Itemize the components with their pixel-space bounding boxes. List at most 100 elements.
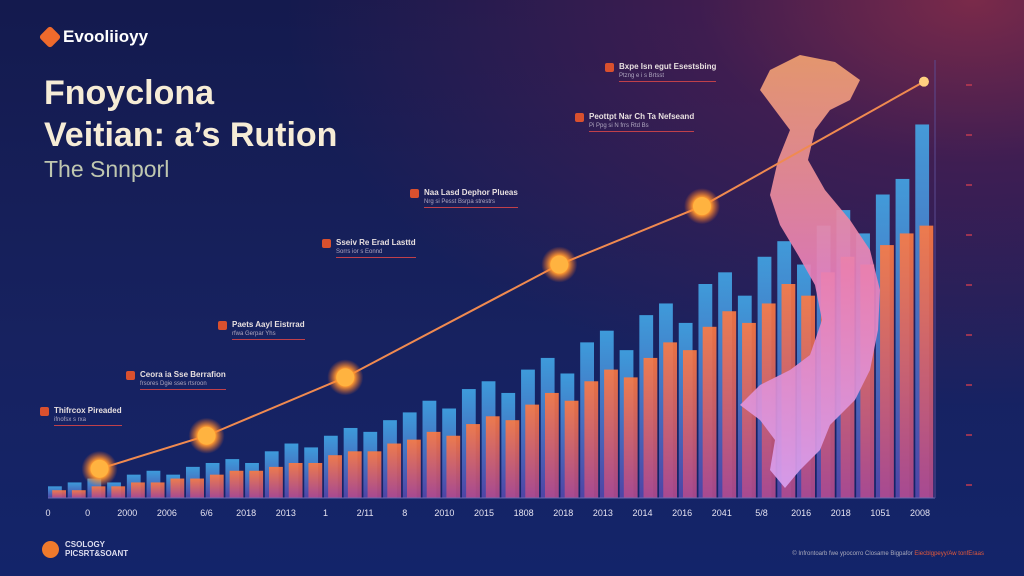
annotation-title: Ceora ia Sse Berrafion [140, 370, 226, 379]
bar [328, 455, 342, 498]
annotation: Sseiv Re Erad Lasttd Sorrs ior s Eonnd [322, 238, 416, 258]
footer-logo: CSOLOGY PICSRT&SOANT [42, 540, 128, 558]
bar [347, 451, 362, 498]
bar [190, 478, 204, 498]
subtitle: The Snnporl [44, 156, 170, 182]
x-tick-label: 2016 [791, 508, 812, 518]
annotation-icon [575, 113, 584, 122]
footer-logo-icon [42, 540, 59, 558]
bar [446, 435, 461, 498]
trend-node [693, 197, 711, 216]
bar [288, 462, 303, 498]
trend-end-spark [918, 76, 929, 87]
x-tick-label: 0 [45, 508, 51, 518]
trend-nodes [81, 76, 929, 487]
title-line-2: Veitian: a’s Rution [44, 116, 338, 154]
annotation-icon [605, 63, 614, 72]
x-tick-label: 2006 [156, 508, 177, 518]
annotation-sub: Ptzng e i s Brtsst [619, 73, 717, 82]
bar [919, 225, 934, 499]
x-tick-label: 2000 [117, 508, 138, 518]
bar [426, 431, 441, 498]
footer-line-1: CSOLOGY [65, 540, 106, 549]
annotation-title: Sseiv Re Erad Lasttd [336, 238, 416, 247]
annotation: Thifrcox Pireaded ifnofsx s rxa [40, 406, 122, 426]
annotation-icon [218, 321, 227, 330]
x-tick-label: 2010 [434, 508, 455, 518]
bar [407, 439, 421, 498]
trend-node [550, 255, 569, 274]
bar [170, 478, 185, 498]
x-tick-label: 2008 [909, 508, 931, 518]
bar [367, 451, 382, 498]
bar [71, 490, 86, 498]
bar [544, 392, 559, 498]
annotation-icon [126, 371, 135, 380]
annotation-sub: Nrg si Pesst Bsrpa strestrs [424, 199, 518, 208]
bar [308, 462, 323, 498]
x-tick-label: 2013 [275, 508, 296, 518]
annotation-title: Peottpt Nar Ch Ta Nefseand [589, 112, 695, 121]
brand-logo-icon [38, 25, 62, 49]
x-tick-label: 2018 [553, 508, 574, 518]
x-tick-label: 1 [322, 508, 328, 518]
annotation-sub: rfwa Gerpar Yhs [232, 331, 305, 340]
x-tick-label: 2015 [473, 508, 495, 518]
bar [150, 482, 165, 498]
bar [682, 350, 697, 498]
annotation-sub: Pi Ppg si N frrs Rtd Bs [589, 123, 695, 132]
x-tick-label: 2014 [632, 508, 653, 518]
annotation: Bxpe Isn egut Esestsbing Ptzng e i s Brts… [605, 62, 717, 82]
bar [466, 424, 480, 498]
bar [52, 490, 66, 498]
x-tick-label: 2013 [592, 508, 613, 518]
bar [564, 400, 579, 498]
x-tick-label: 5/8 [755, 508, 768, 518]
credit-prefix: © Infrontoarb fwe ypocorro Closame Bigpa… [792, 551, 913, 557]
right-axis-ticks [966, 84, 972, 486]
annotation-sub: frsores Dgie sses rtsroon [140, 381, 226, 390]
bar-series-orange [52, 225, 934, 499]
bar [899, 233, 914, 498]
annotation-sub: Sorrs ior s Eonnd [336, 249, 416, 258]
annotation: Peottpt Nar Ch Ta Nefseand Pi Ppg si N fr… [575, 112, 695, 132]
trend-line [99, 80, 925, 470]
bar [111, 486, 126, 498]
footer-line-2: PICSRT&SOANT [65, 549, 129, 558]
bar [663, 342, 678, 498]
bar [209, 474, 224, 498]
annotation-sub: ifnofsx s rxa [54, 417, 122, 426]
brand: Evooliioyy [38, 25, 149, 49]
credit-accent: Eiecblgpeyy/Aw tonfEraas [914, 551, 984, 557]
brand-name: Evooliioyy [63, 27, 149, 46]
annotation-title: Thifrcox Pireaded [54, 406, 122, 415]
title-line-1: Fnoyclona [44, 74, 215, 112]
vietnam-map [740, 55, 880, 488]
bar [880, 245, 894, 498]
bar [91, 486, 106, 498]
trend-node [197, 426, 216, 445]
annotation: Ceora ia Sse Berrafion frsores Dgie sses … [126, 370, 226, 390]
trend-node [90, 459, 109, 478]
x-tick-label: 0 [85, 508, 91, 518]
bar [702, 326, 717, 498]
bar [249, 470, 264, 498]
bar [722, 311, 737, 498]
bar [604, 369, 618, 498]
bar [229, 470, 244, 498]
x-tick-label: 2041 [711, 508, 732, 518]
x-tick-label: 1051 [870, 508, 891, 518]
bar [387, 443, 402, 498]
bar [269, 466, 283, 498]
annotation-icon [322, 239, 331, 248]
annotation-icon [40, 407, 49, 416]
x-tick-label: 6/6 [200, 508, 213, 518]
bar [131, 482, 145, 498]
bar [623, 377, 638, 498]
annotation: Naa Lasd Dephor Plueas Nrg si Pesst Bsrpa… [410, 188, 518, 208]
annotation-title: Paets Aayl Eistrrad [232, 320, 305, 329]
trend-node [336, 368, 355, 387]
x-tick-label: 8 [402, 508, 408, 518]
bar [485, 416, 500, 498]
